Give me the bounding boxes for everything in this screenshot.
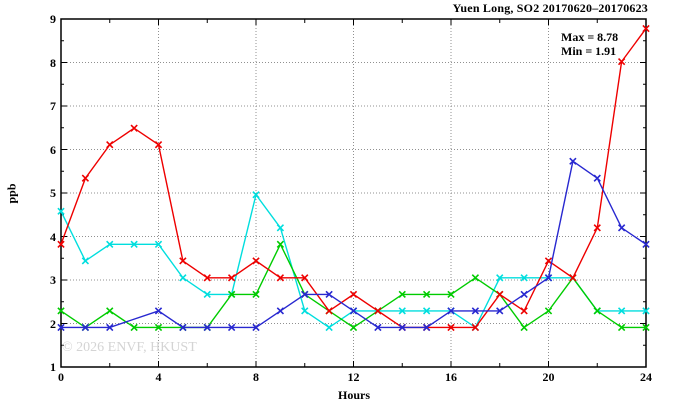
y-tick-label: 1 (50, 360, 56, 374)
series-3-cyan-markers (57, 191, 650, 332)
series-2-blue-line (61, 160, 647, 329)
x-tick-label: 12 (347, 370, 360, 384)
y-tick-label: 6 (50, 142, 56, 157)
x-tick-label: 16 (445, 370, 457, 384)
y-axis-title: ppb (4, 183, 19, 204)
series-4-green-markers (57, 240, 650, 332)
x-tick-label: 24 (640, 370, 652, 384)
watermark: © 2026 ENVF, HKUST (62, 340, 197, 355)
x-axis-title: Hours (338, 388, 371, 402)
y-tick-label: 9 (50, 12, 56, 26)
min-annotation: Min = 1.91 (561, 44, 617, 58)
y-tick-label: 2 (50, 316, 56, 331)
x-tick-label: 4 (155, 370, 162, 384)
x-tick-label: 0 (58, 370, 64, 384)
y-tick-label: 4 (50, 229, 56, 244)
y-tick-label: 5 (50, 186, 56, 200)
x-tick-label: 8 (253, 370, 259, 384)
y-tick-label: 3 (50, 273, 56, 287)
series-2-blue-markers (57, 157, 650, 332)
chart-title: Yuen Long, SO2 20170620–20170623 (452, 1, 648, 15)
max-annotation: Max = 8.78 (561, 30, 619, 44)
y-tick-label: 8 (50, 55, 56, 70)
series-1-red-markers (57, 24, 650, 332)
y-tick-label: 7 (50, 99, 56, 113)
x-tick-label: 20 (542, 370, 555, 384)
